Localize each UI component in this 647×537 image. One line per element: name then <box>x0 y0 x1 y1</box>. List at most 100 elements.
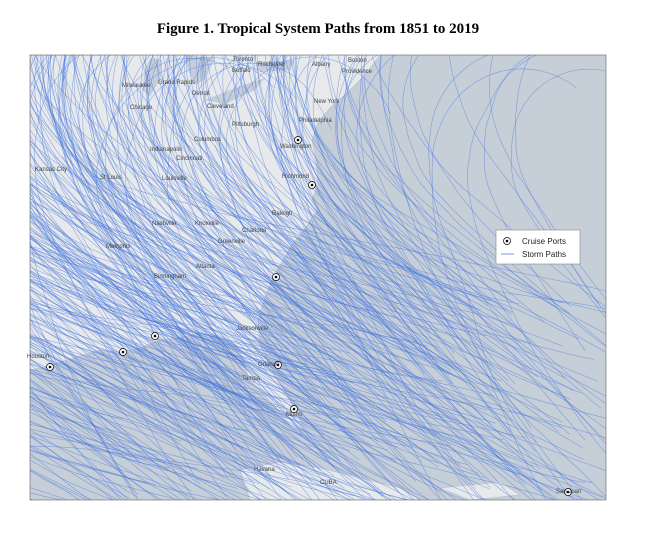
storm-path <box>30 317 138 495</box>
port-dot <box>292 407 296 411</box>
legend-label: Cruise Ports <box>522 237 566 246</box>
storm-path <box>30 220 228 403</box>
storm-path <box>30 302 371 495</box>
storm-path <box>30 308 378 387</box>
storm-path <box>30 278 307 365</box>
city-labels: Toronto Rochester Buffalo Albany Boston Provi… <box>27 57 581 495</box>
storm-path <box>30 411 169 471</box>
storm-path <box>30 340 263 500</box>
storm-path <box>30 372 139 446</box>
storm-path <box>64 55 298 458</box>
storm-path <box>48 249 496 424</box>
storm-path <box>30 170 372 447</box>
legend-label: Storm Paths <box>522 250 566 259</box>
storm-path <box>82 55 422 463</box>
storm-path <box>65 302 557 500</box>
storm-path <box>273 55 489 307</box>
storm-path <box>162 55 359 403</box>
storm-path <box>402 55 606 347</box>
storm-path <box>30 421 171 469</box>
city-label: Albany <box>312 62 330 68</box>
storm-path <box>30 369 237 500</box>
city-label: Greenville <box>218 239 246 245</box>
city-label: Birmingham <box>154 274 186 280</box>
storm-path <box>30 299 400 435</box>
port-dot <box>48 365 52 369</box>
storm-path <box>161 55 441 500</box>
storm-path <box>30 322 268 401</box>
storm-path <box>30 253 351 354</box>
storm-path <box>120 55 508 312</box>
storm-path <box>30 270 277 347</box>
storm-path <box>30 397 228 500</box>
storm-path <box>30 211 207 384</box>
storm-path <box>343 55 571 314</box>
storm-path <box>30 180 487 411</box>
storm-path <box>295 55 512 432</box>
storm-path <box>30 352 327 476</box>
storm-path <box>125 62 298 476</box>
storm-path <box>87 71 388 500</box>
storm-path <box>30 368 450 447</box>
storm-path <box>45 330 408 500</box>
storm-path <box>221 55 606 397</box>
storm-path <box>192 244 581 500</box>
storm-path <box>30 343 354 500</box>
storm-path <box>269 55 412 393</box>
storm-path <box>30 88 312 314</box>
storm-path <box>138 55 385 318</box>
storm-path <box>30 257 353 476</box>
storm-path <box>104 58 334 468</box>
city-label: Memphis <box>106 244 130 250</box>
storm-path <box>235 55 532 371</box>
storm-path <box>30 313 377 425</box>
storm-path <box>92 152 486 479</box>
storm-path <box>30 337 179 445</box>
storm-path <box>289 55 606 498</box>
storm-path <box>245 55 540 470</box>
storm-path <box>30 280 488 500</box>
storm-path <box>90 55 386 373</box>
storm-path <box>30 399 193 492</box>
storm-path <box>30 444 130 499</box>
port-dot <box>310 183 314 187</box>
storm-path <box>235 55 341 316</box>
storm-path <box>335 55 509 382</box>
storm-path <box>30 303 146 352</box>
storm-path <box>30 228 323 365</box>
city-label: Detroit <box>192 91 210 97</box>
storm-path <box>30 201 360 461</box>
storm-path <box>233 55 483 500</box>
storm-path <box>30 55 342 354</box>
storm-path <box>82 55 254 437</box>
city-label: San Juan <box>556 489 581 495</box>
storm-path <box>30 385 281 500</box>
storm-path <box>96 57 274 478</box>
port-dot <box>296 138 300 142</box>
storm-path <box>30 394 159 500</box>
cruise-ports <box>46 136 572 496</box>
storm-path <box>30 289 292 465</box>
storm-path <box>95 55 283 333</box>
storm-path <box>30 405 129 500</box>
storm-path <box>106 55 387 423</box>
storm-paths <box>30 55 606 500</box>
city-label: Boston <box>348 58 367 64</box>
storm-path <box>30 55 195 428</box>
city-label: Atlanta <box>196 264 215 270</box>
storm-path <box>379 55 606 348</box>
storm-path <box>207 164 606 429</box>
storm-path <box>98 209 563 429</box>
hispaniola <box>439 481 521 500</box>
storm-path <box>180 63 332 397</box>
storm-path <box>41 55 210 326</box>
storm-path <box>30 459 115 500</box>
storm-path <box>30 386 122 500</box>
city-label: Cleveland <box>207 104 234 110</box>
storm-path <box>282 55 442 500</box>
storm-path <box>30 435 199 500</box>
storm-path <box>160 55 333 302</box>
storm-path <box>30 369 288 500</box>
storm-path <box>57 55 185 351</box>
